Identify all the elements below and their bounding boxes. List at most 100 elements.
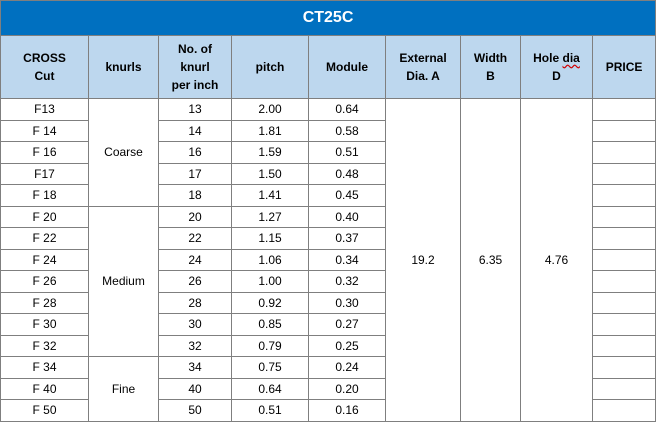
cell-price <box>591 399 656 422</box>
cell-knurl-group: Coarse <box>88 98 159 207</box>
cell-module: 0.34 <box>308 248 386 271</box>
cell-price <box>591 98 656 121</box>
cell-price <box>591 248 656 271</box>
cell-price <box>591 205 656 228</box>
table-row: F 28 28 0.92 0.30 <box>0 291 656 314</box>
cell-price <box>591 162 656 185</box>
cell-price <box>591 227 656 250</box>
cell-knurl-count: 32 <box>158 334 232 357</box>
cell-pitch: 0.79 <box>231 334 309 357</box>
cell-price <box>591 313 656 336</box>
cell-module: 0.16 <box>308 399 386 422</box>
cell-price <box>591 377 656 400</box>
cell-pitch: 2.00 <box>231 98 309 121</box>
cell-pitch: 0.51 <box>231 399 309 422</box>
header-price: PRICE <box>591 35 656 99</box>
cell-pitch: 1.81 <box>231 119 309 142</box>
cell-knurl-count: 24 <box>158 248 232 271</box>
cell-pitch: 0.85 <box>231 313 309 336</box>
cell-cross-cut: F 34 <box>0 356 89 379</box>
table-row: F17 17 1.50 0.48 <box>0 162 656 185</box>
cell-module: 0.30 <box>308 291 386 314</box>
header-knurls: knurls <box>88 35 159 99</box>
cell-module: 0.58 <box>308 119 386 142</box>
cell-cross-cut: F 22 <box>0 227 89 250</box>
cell-pitch: 1.06 <box>231 248 309 271</box>
cell-module: 0.51 <box>308 141 386 164</box>
header-external-dia: External Dia. A <box>385 35 461 99</box>
cell-knurl-count: 18 <box>158 184 232 207</box>
cell-pitch: 1.50 <box>231 162 309 185</box>
cell-pitch: 1.27 <box>231 205 309 228</box>
table-body: F13 Coarse 13 2.00 0.64 19.2 6.35 4.76 F 14 14 1.8… <box>0 98 656 422</box>
cell-knurl-group: Medium <box>88 205 159 357</box>
table-row: F 26 26 1.00 0.32 <box>0 270 656 293</box>
header-knurl-per-inch: No. of knurl per inch <box>158 35 232 99</box>
cell-cross-cut: F 50 <box>0 399 89 422</box>
cell-knurl-count: 34 <box>158 356 232 379</box>
table-row: F 50 50 0.51 0.16 <box>0 399 656 422</box>
cell-cross-cut: F13 <box>0 98 89 121</box>
cell-module: 0.32 <box>308 270 386 293</box>
cell-width: 6.35 <box>460 98 521 422</box>
table-row: F 16 16 1.59 0.51 <box>0 141 656 164</box>
cell-knurl-count: 20 <box>158 205 232 228</box>
cell-price <box>591 291 656 314</box>
table-row: F 34 Fine 34 0.75 0.24 <box>0 356 656 422</box>
cell-knurl-count: 14 <box>158 119 232 142</box>
table-row: F13 Coarse 13 2.00 0.64 19.2 6.35 4.76 <box>0 98 656 422</box>
cell-knurl-count: 40 <box>158 377 232 400</box>
table-title: CT25C <box>0 0 656 36</box>
cell-cross-cut: F 18 <box>0 184 89 207</box>
cell-pitch: 0.64 <box>231 377 309 400</box>
table-row: F 24 24 1.06 0.34 <box>0 248 656 271</box>
cell-pitch: 0.75 <box>231 356 309 379</box>
cell-price <box>591 356 656 379</box>
cell-knurl-count: 28 <box>158 291 232 314</box>
cell-module: 0.27 <box>308 313 386 336</box>
cell-price <box>591 141 656 164</box>
cell-cross-cut: F17 <box>0 162 89 185</box>
cell-cross-cut: F 24 <box>0 248 89 271</box>
cell-external-dia: 19.2 <box>385 98 461 422</box>
header-row: CROSS Cut knurls No. of knurl per inch pitc… <box>0 35 656 99</box>
header-hole-dia: Hole dia D <box>520 35 593 99</box>
cell-cross-cut: F 26 <box>0 270 89 293</box>
cell-module: 0.37 <box>308 227 386 250</box>
cell-knurl-count: 16 <box>158 141 232 164</box>
cell-cross-cut: F 30 <box>0 313 89 336</box>
header-width: Width B <box>460 35 521 99</box>
cell-cross-cut: F 20 <box>0 205 89 228</box>
table-row: F 20 Medium 20 1.27 0.40 <box>0 205 656 357</box>
header-pitch: pitch <box>231 35 309 99</box>
cell-cross-cut: F 32 <box>0 334 89 357</box>
cell-cross-cut: F 16 <box>0 141 89 164</box>
cell-module: 0.20 <box>308 377 386 400</box>
cell-cross-cut: F 28 <box>0 291 89 314</box>
cell-cross-cut: F 40 <box>0 377 89 400</box>
cell-cross-cut: F 14 <box>0 119 89 142</box>
header-cross-cut: CROSS Cut <box>0 35 89 99</box>
cell-knurl-count: 30 <box>158 313 232 336</box>
cell-knurl-count: 13 <box>158 98 232 121</box>
cell-knurl-count: 17 <box>158 162 232 185</box>
cell-pitch: 1.59 <box>231 141 309 164</box>
cell-price <box>591 184 656 207</box>
cell-module: 0.25 <box>308 334 386 357</box>
cell-knurl-count: 22 <box>158 227 232 250</box>
table-row: F 14 14 1.81 0.58 <box>0 119 656 142</box>
cell-hole-dia: 4.76 <box>520 98 593 422</box>
cell-price <box>591 119 656 142</box>
cell-pitch: 1.41 <box>231 184 309 207</box>
cell-knurl-count: 50 <box>158 399 232 422</box>
cell-pitch: 1.15 <box>231 227 309 250</box>
cell-price <box>591 270 656 293</box>
table-row: F 18 18 1.41 0.45 <box>0 184 656 207</box>
cell-module: 0.48 <box>308 162 386 185</box>
cell-price <box>591 334 656 357</box>
cell-module: 0.40 <box>308 205 386 228</box>
cell-module: 0.64 <box>308 98 386 121</box>
cell-pitch: 1.00 <box>231 270 309 293</box>
cell-module: 0.24 <box>308 356 386 379</box>
